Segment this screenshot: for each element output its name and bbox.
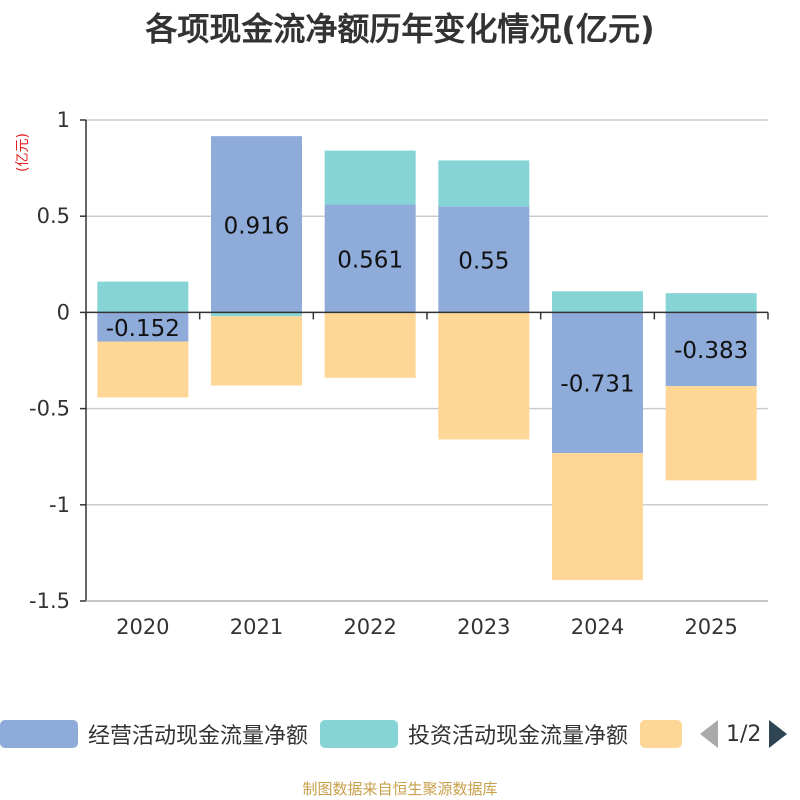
y-tick-label: 0 <box>57 300 70 324</box>
bar-financing-2022 <box>324 312 416 378</box>
x-tick-label: 2020 <box>116 615 169 639</box>
bar-investing-2025 <box>665 293 757 313</box>
data-source-note: 制图数据来自恒生聚源数据库 <box>302 780 498 798</box>
bar-operating-2022 <box>324 204 416 313</box>
legend-label-investing: 投资活动现金流量净额 <box>408 724 629 749</box>
legend-next-icon[interactable] <box>769 720 788 748</box>
bar-operating-2024 <box>552 312 643 454</box>
bar-financing-2023 <box>438 312 530 440</box>
bar-operating-2023 <box>438 206 530 313</box>
data-label: 0.916 <box>224 213 290 239</box>
bar-financing-2021 <box>211 316 302 386</box>
x-tick-label: 2021 <box>230 615 283 639</box>
axes: 1 0.5 0 -0.5 -1 -1.5 2020 2021 2022 2023 2024 2025 <box>29 108 769 639</box>
legend-pager: 1/2 <box>700 716 788 752</box>
bar-investing-2020 <box>97 281 189 313</box>
bar-financing-2024 <box>552 453 643 581</box>
x-tick-label: 2023 <box>457 615 510 639</box>
data-label: -0.152 <box>106 316 180 342</box>
y-tick-label: -0.5 <box>29 397 70 421</box>
bar-investing-2023 <box>438 160 530 207</box>
bar-operating-2020 <box>97 312 189 342</box>
legend-item-financing[interactable] <box>640 716 682 752</box>
bar-investing-2021 <box>211 312 302 317</box>
legend-swatch-investing <box>320 720 398 748</box>
legend: 经营活动现金流量净额 投资活动现金流量净额 1/2 <box>0 716 800 752</box>
bar-investing-2022 <box>324 150 416 205</box>
data-label: 0.55 <box>458 248 509 274</box>
data-labels: -0.152 0.916 0.561 0.55 -0.731 -0.383 <box>106 213 748 397</box>
y-tick-label: -1.5 <box>29 589 70 613</box>
chart-title: 各项现金流净额历年变化情况(亿元) <box>145 10 655 48</box>
data-label: 0.561 <box>337 247 403 273</box>
bar-investing-2024 <box>552 291 643 313</box>
data-label: -0.383 <box>674 338 748 364</box>
bar-operating-2021 <box>211 136 302 313</box>
x-tick-label: 2024 <box>571 615 624 639</box>
legend-label-operating: 经营活动现金流量净额 <box>88 724 309 749</box>
y-tick-label: 1 <box>57 108 70 132</box>
data-label: -0.731 <box>560 372 634 398</box>
legend-prev-icon[interactable] <box>700 720 718 748</box>
bar-series <box>97 136 757 581</box>
legend-item-operating[interactable]: 经营活动现金流量净额 <box>0 716 308 752</box>
gridlines <box>86 119 768 602</box>
bar-financing-2020 <box>97 341 189 398</box>
bar-operating-2025 <box>665 312 757 387</box>
legend-page-indicator: 1/2 <box>726 721 762 747</box>
x-tick-label: 2022 <box>343 615 396 639</box>
legend-swatch-operating <box>0 720 78 748</box>
y-tick-label: -1 <box>49 493 70 517</box>
legend-swatch-financing <box>640 720 682 748</box>
y-tick-label: 0.5 <box>37 204 70 228</box>
legend-item-investing[interactable]: 投资活动现金流量净额 <box>320 716 628 752</box>
bar-financing-2025 <box>665 386 757 481</box>
x-tick-label: 2025 <box>684 615 737 639</box>
